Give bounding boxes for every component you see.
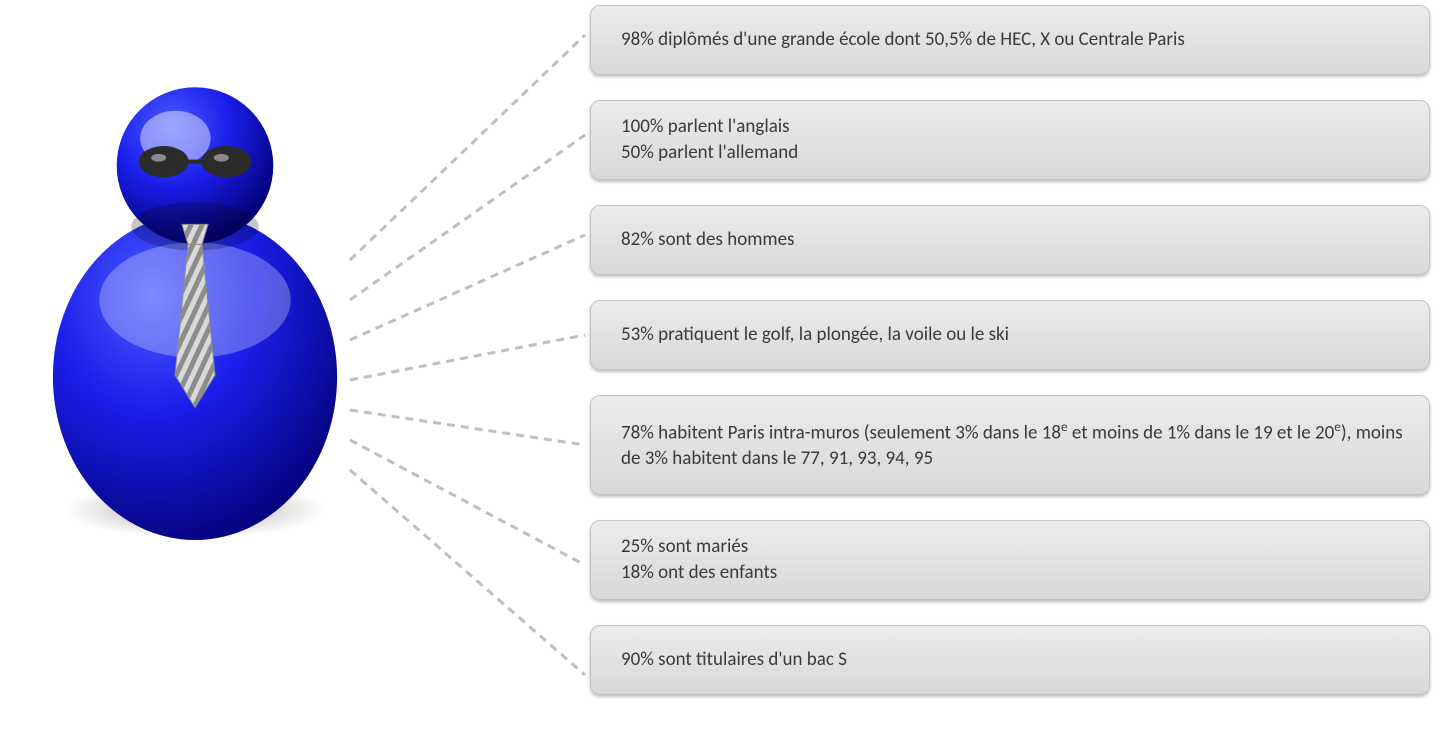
connector-line-1: [350, 135, 585, 300]
info-card-4-line-0: 78% habitent Paris intra-muros (seulemen…: [621, 418, 1409, 472]
info-card-1-line-0: 100% parlent l'anglais: [621, 114, 1409, 140]
avatar-figure: [50, 60, 340, 540]
info-card-3: 53% pratiquent le golf, la plongée, la v…: [590, 300, 1430, 370]
info-card-5-line-0: 25% sont mariés: [621, 534, 1409, 560]
infographic-root: 98% diplômés d'une grande école dont 50,…: [0, 0, 1442, 734]
info-card-0: 98% diplômés d'une grande école dont 50,…: [590, 5, 1430, 75]
info-card-1: 100% parlent l'anglais50% parlent l'alle…: [590, 100, 1430, 180]
avatar-icon: [50, 60, 340, 540]
connector-line-2: [350, 235, 585, 340]
connector-line-0: [350, 35, 585, 260]
info-card-2: 82% sont des hommes: [590, 205, 1430, 275]
info-card-5: 25% sont mariés18% ont des enfants: [590, 520, 1430, 600]
info-card-2-line-0: 82% sont des hommes: [621, 227, 1409, 253]
info-card-5-line-1: 18% ont des enfants: [621, 560, 1409, 586]
info-card-1-line-1: 50% parlent l'allemand: [621, 140, 1409, 166]
info-card-3-line-0: 53% pratiquent le golf, la plongée, la v…: [621, 322, 1409, 348]
info-card-6-line-0: 90% sont titulaires d'un bac S: [621, 647, 1409, 673]
connector-line-4: [350, 410, 585, 445]
info-card-4: 78% habitent Paris intra-muros (seulemen…: [590, 395, 1430, 495]
info-card-0-line-0: 98% diplômés d'une grande école dont 50,…: [621, 27, 1409, 53]
info-card-6: 90% sont titulaires d'un bac S: [590, 625, 1430, 695]
connector-line-3: [350, 335, 585, 380]
connector-line-5: [350, 440, 585, 565]
connector-line-6: [350, 470, 585, 675]
